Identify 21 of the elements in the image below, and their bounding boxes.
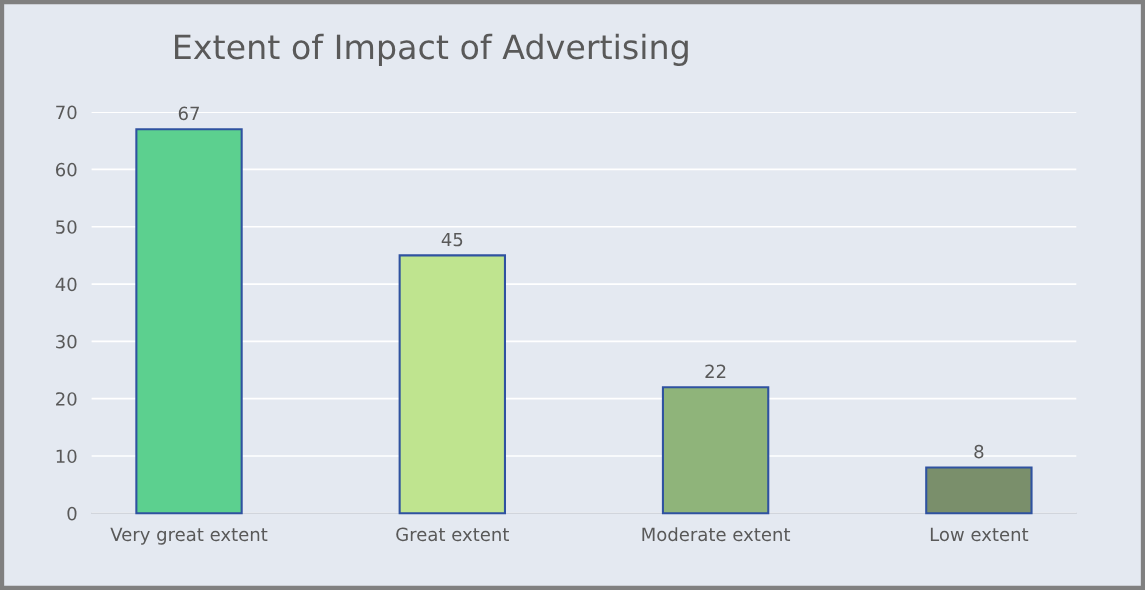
y-tick-label: 20	[56, 392, 77, 406]
data-label: 45	[441, 232, 463, 247]
y-tick-label: 10	[56, 449, 77, 464]
x-tick-label: Very great extent	[110, 527, 268, 545]
y-tick-label: 0	[67, 506, 77, 521]
data-label: 22	[705, 364, 726, 378]
y-tick-label: 60	[56, 162, 77, 177]
bar	[925, 466, 1033, 515]
data-label: 8	[974, 444, 984, 459]
bar	[398, 254, 506, 515]
x-tick-label: Great extent	[396, 527, 509, 542]
y-tick-label: 70	[56, 105, 77, 120]
y-tick-label: 30	[56, 334, 77, 349]
x-tick-label: Moderate extent	[642, 527, 791, 542]
bar	[661, 386, 770, 515]
chart-title: Extent of Impact of Advertising	[175, 33, 688, 66]
data-label: 67	[178, 106, 199, 121]
y-tick-label: 50	[56, 220, 77, 234]
bar	[135, 128, 243, 515]
x-tick-label: Low extent	[930, 527, 1029, 542]
y-tick-label: 40	[55, 277, 77, 292]
